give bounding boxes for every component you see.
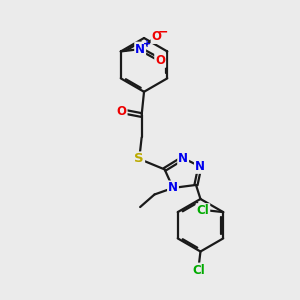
Text: N: N <box>195 160 205 173</box>
Text: O: O <box>117 105 127 118</box>
Text: N: N <box>178 152 188 165</box>
Text: O: O <box>152 30 162 43</box>
Text: Cl: Cl <box>193 263 205 277</box>
Text: +: + <box>143 39 151 49</box>
Text: S: S <box>134 152 144 166</box>
Text: Cl: Cl <box>196 204 209 217</box>
Text: N: N <box>168 182 178 194</box>
Text: −: − <box>158 26 168 39</box>
Text: N: N <box>135 43 145 56</box>
Text: O: O <box>155 54 165 67</box>
